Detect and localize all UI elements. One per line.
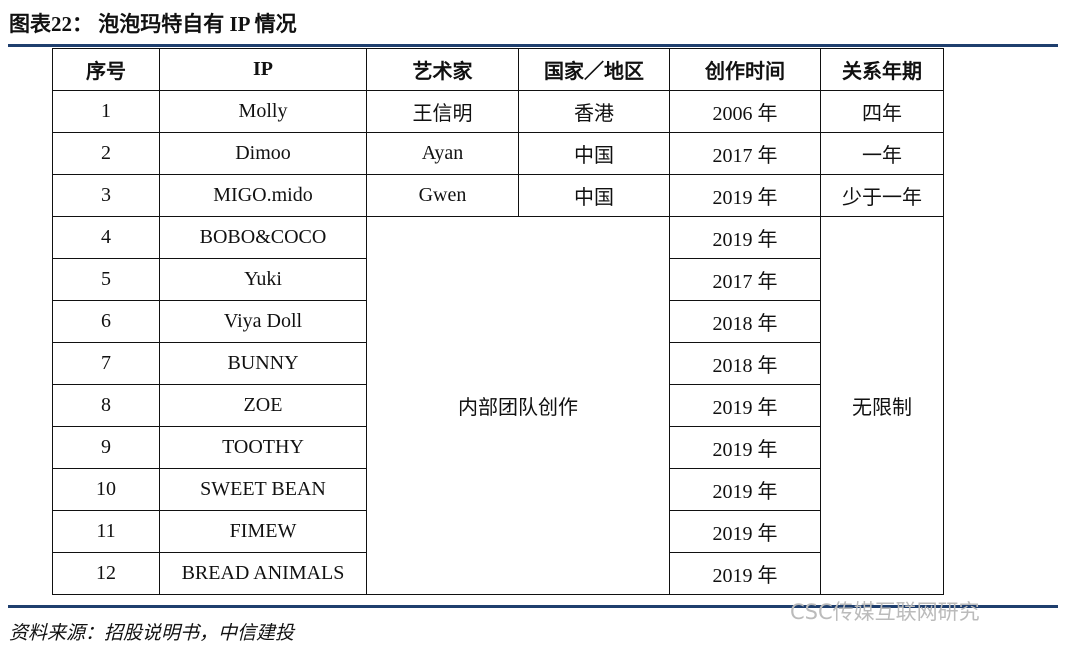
table-cell: MIGO.mido [159,174,367,217]
table-cell: 2019 年 [669,552,821,595]
table-cell: SWEET BEAN [159,468,367,511]
table-cell: 12 [52,552,160,595]
table-cell: 2017 年 [669,258,821,301]
table-cell: 11 [52,510,160,553]
table-row: 5 Yuki 2017 年 [52,258,944,301]
table-cell: 中国 [518,174,670,217]
ip-table: 序号 IP 艺术家 国家／地区 创作时间 关系年期 1 Molly 王信明 香港 2006 年四年… [52,48,944,595]
table-cell: 9 [52,426,160,469]
table-row: 12 BREAD ANIMALS 2019 年 [52,552,944,595]
table-cell: 6 [52,300,160,343]
table-cell: 7 [52,342,160,385]
table-cell: 四年 [820,90,944,133]
table-cell: TOOTHY [159,426,367,469]
table-cell: 2018 年 [669,342,821,385]
source-note: 资料来源：招股说明书，中信建投 [9,623,295,644]
table-cell: 1 [52,90,160,133]
table-cell: 3 [52,174,160,217]
table-cell: 2 [52,132,160,175]
column-header: 国家／地区 [518,48,670,91]
table-cell: 一年 [820,132,944,175]
table-row: 4 BOBO&COCO 内部团队创作 2019 年无限制 [52,216,944,595]
bottom-rule [8,605,1058,608]
table-cell: BREAD ANIMALS [159,552,367,595]
column-header: 创作时间 [669,48,821,91]
table-cell: 少于一年 [820,174,944,217]
table-cell: 2019 年 [669,468,821,511]
table-row: 9 TOOTHY 2019 年 [52,426,944,469]
table-row: 3 MIGO.mido Gwen 中国 2019 年少于一年 [52,174,944,217]
figure-title: 图表22： 泡泡玛特自有 IP 情况 [9,12,297,36]
table-cell: 8 [52,384,160,427]
table-cell: 2019 年 [669,174,821,217]
table-cell: FIMEW [159,510,367,553]
table-cell: 2019 年 [669,216,821,259]
table-row: 2 Dimoo Ayan 中国 2017 年一年 [52,132,944,175]
table-cell: Ayan [366,132,519,175]
table-cell: 5 [52,258,160,301]
column-header: 序号 [52,48,160,91]
table-row: 6 Viya Doll 2018 年 [52,300,944,343]
merged-cell: 内部团队创作 [366,216,670,595]
table-cell: 2017 年 [669,132,821,175]
merged-cell: 无限制 [820,216,944,595]
table-cell: 中国 [518,132,670,175]
watermark: CSC传媒互联网研究 [790,600,980,624]
table-row: 11 FIMEW 2019 年 [52,510,944,553]
table-cell: 2019 年 [669,384,821,427]
table-row: 10 SWEET BEAN 2019 年 [52,468,944,511]
table-cell: 4 [52,216,160,259]
column-header: IP [159,48,367,91]
table-cell: 10 [52,468,160,511]
table-cell: Gwen [366,174,519,217]
table-cell: Yuki [159,258,367,301]
table-cell: Molly [159,90,367,133]
column-header: 关系年期 [820,48,944,91]
table-cell: Dimoo [159,132,367,175]
column-header: 艺术家 [366,48,519,91]
table-row: 1 Molly 王信明 香港 2006 年四年 [52,90,944,133]
table-cell: 香港 [518,90,670,133]
table-cell: BOBO&COCO [159,216,367,259]
table-cell: 王信明 [366,90,519,133]
table-cell: 2019 年 [669,510,821,553]
top-rule [8,44,1058,47]
table-cell: ZOE [159,384,367,427]
table-cell: 2019 年 [669,426,821,469]
table-cell: Viya Doll [159,300,367,343]
table-row: 8 ZOE 2019 年 [52,384,944,427]
table-cell: BUNNY [159,342,367,385]
table-cell: 2006 年 [669,90,821,133]
table-cell: 2018 年 [669,300,821,343]
